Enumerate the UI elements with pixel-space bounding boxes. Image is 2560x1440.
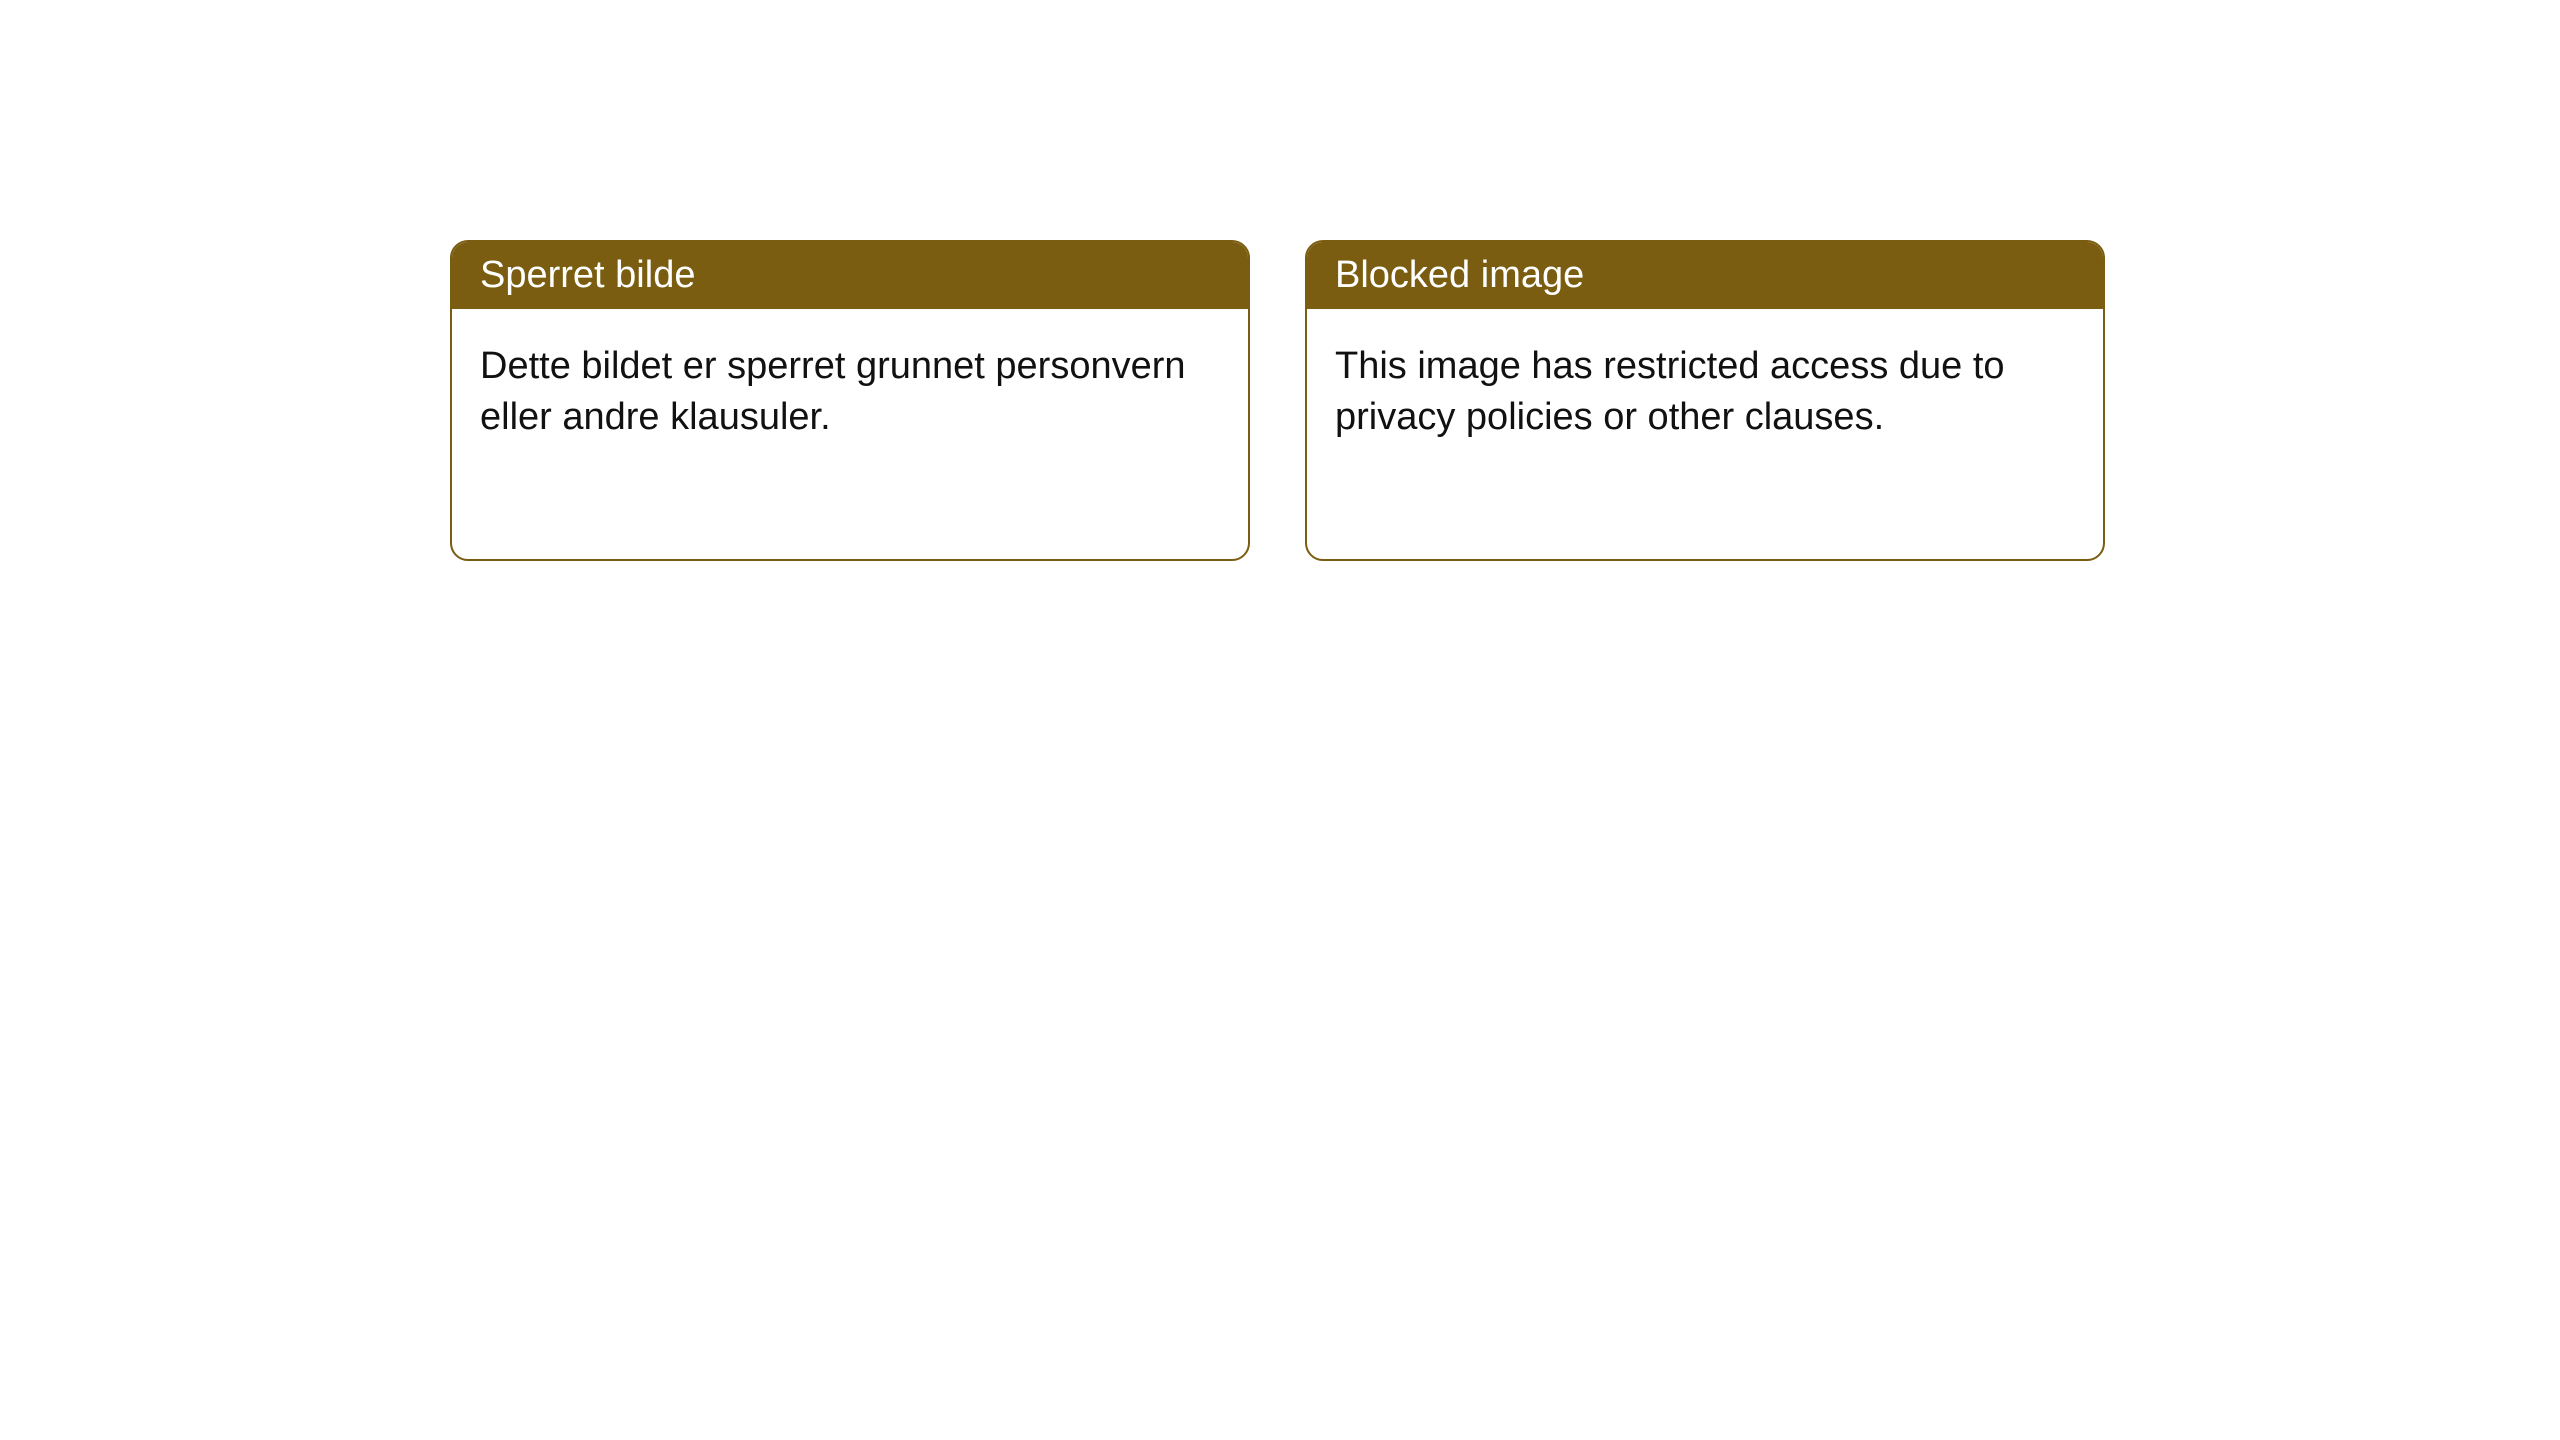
notice-container: Sperret bilde Dette bildet er sperret gr… (450, 240, 2105, 561)
notice-body-norwegian: Dette bildet er sperret grunnet personve… (452, 309, 1248, 559)
notice-title-english: Blocked image (1307, 242, 2103, 309)
notice-card-norwegian: Sperret bilde Dette bildet er sperret gr… (450, 240, 1250, 561)
notice-body-english: This image has restricted access due to … (1307, 309, 2103, 559)
notice-card-english: Blocked image This image has restricted … (1305, 240, 2105, 561)
notice-title-norwegian: Sperret bilde (452, 242, 1248, 309)
